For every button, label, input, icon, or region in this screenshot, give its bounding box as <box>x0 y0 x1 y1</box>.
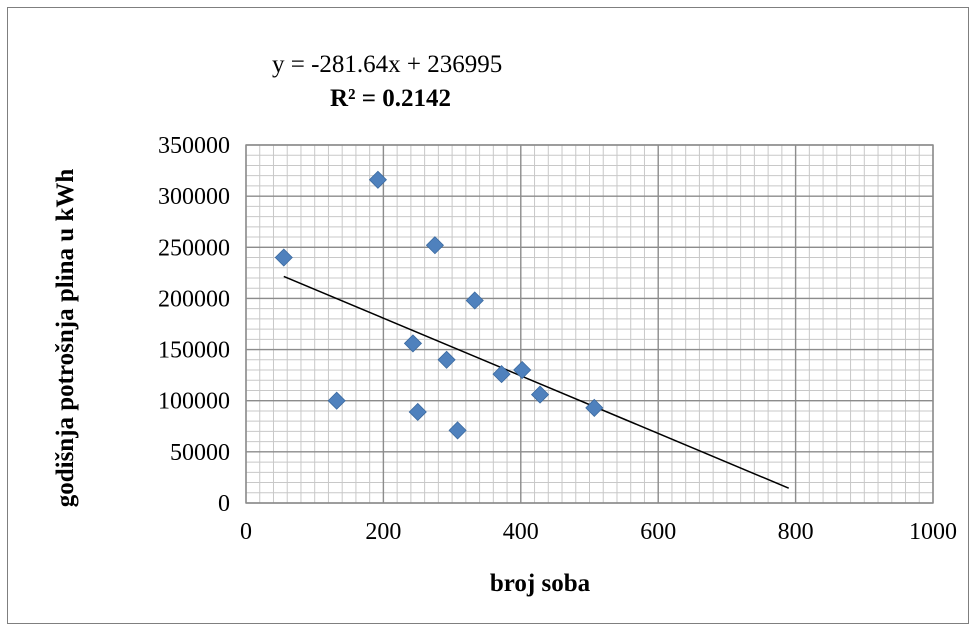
data-point <box>403 334 423 353</box>
trendline-r-squared: R² = 0.2142 <box>330 85 451 112</box>
chart-area <box>7 7 969 624</box>
data-point <box>513 360 532 380</box>
x-tick-label: 0 <box>240 519 252 545</box>
data-point <box>327 391 346 410</box>
y-tick-label: 50000 <box>170 440 230 466</box>
trendline <box>283 275 790 489</box>
y-tick-label: 200000 <box>158 286 230 312</box>
y-tick-label: 150000 <box>158 338 230 364</box>
data-point <box>530 385 550 404</box>
y-tick-label: 0 <box>218 491 230 517</box>
data-point <box>425 236 444 255</box>
y-tick-label: 350000 <box>158 133 230 159</box>
data-point <box>408 402 427 422</box>
plot-area-border <box>245 144 934 504</box>
y-axis-title: godišnja potrošnja plina u kWh <box>52 169 79 508</box>
trendline-line <box>283 275 790 489</box>
data-point <box>585 398 604 417</box>
y-tick-label: 300000 <box>158 184 230 210</box>
minor-gridlines <box>245 144 934 504</box>
y-tick-label: 250000 <box>158 235 230 261</box>
trendline-equation: y = -281.64x + 236995 <box>272 51 502 78</box>
x-axis-title: broj soba <box>490 570 591 597</box>
data-point <box>437 350 456 369</box>
data-point <box>274 248 293 267</box>
data-point <box>368 170 387 189</box>
x-tick-label: 600 <box>640 519 676 545</box>
x-tick-label: 200 <box>365 519 401 545</box>
x-tick-label: 400 <box>503 519 539 545</box>
plot-area-frame <box>245 144 934 504</box>
y-tick-label: 100000 <box>158 389 230 415</box>
data-point <box>492 365 511 384</box>
data-point <box>448 421 467 440</box>
data-point <box>465 291 484 310</box>
x-tick-label: 800 <box>778 519 814 545</box>
x-tick-label: 1000 <box>909 519 957 545</box>
data-points <box>274 170 604 440</box>
tick-labels: 0 200 400 600 800 1000 0 50000 100000 150000 20000… <box>158 133 957 545</box>
